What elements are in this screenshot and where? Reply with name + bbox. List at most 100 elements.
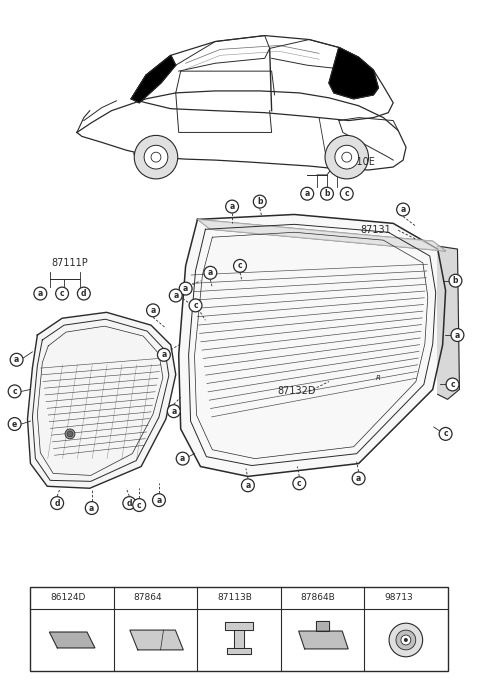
Circle shape [134, 135, 178, 179]
Circle shape [189, 299, 202, 312]
Circle shape [8, 418, 21, 430]
Text: c: c [12, 387, 17, 396]
Circle shape [179, 282, 192, 295]
Text: c: c [444, 429, 448, 439]
Text: c: c [238, 261, 242, 271]
Circle shape [451, 328, 464, 341]
Text: a: a [356, 474, 361, 483]
Text: c: c [297, 479, 301, 488]
Text: d: d [127, 498, 132, 507]
FancyBboxPatch shape [30, 587, 447, 671]
Text: a: a [156, 496, 162, 505]
Circle shape [34, 287, 47, 300]
Text: d: d [81, 289, 86, 298]
Circle shape [234, 260, 246, 272]
Circle shape [204, 267, 217, 279]
Circle shape [133, 498, 145, 511]
Polygon shape [131, 55, 176, 103]
Circle shape [65, 429, 75, 439]
Circle shape [352, 472, 365, 485]
Polygon shape [329, 48, 378, 99]
Text: 87110E: 87110E [339, 157, 376, 167]
Text: 87111P: 87111P [52, 258, 88, 268]
Text: a: a [38, 289, 43, 298]
Text: e: e [12, 420, 17, 428]
Polygon shape [27, 312, 176, 488]
Circle shape [396, 203, 409, 216]
Text: d: d [54, 498, 60, 507]
Circle shape [51, 496, 63, 509]
Circle shape [325, 135, 369, 179]
Text: a: a [229, 202, 235, 211]
Circle shape [335, 146, 359, 169]
Text: 87113B: 87113B [217, 594, 252, 602]
Text: b: b [453, 276, 458, 285]
Circle shape [439, 428, 452, 441]
Text: a: a [180, 454, 185, 463]
Polygon shape [299, 631, 348, 649]
Circle shape [169, 289, 182, 302]
Polygon shape [197, 220, 445, 251]
Text: 87132D: 87132D [277, 386, 316, 396]
Text: c: c [137, 500, 142, 509]
Polygon shape [234, 630, 244, 648]
Text: 98713: 98713 [384, 594, 413, 602]
Text: a: a [245, 481, 251, 490]
Circle shape [321, 187, 334, 200]
Circle shape [253, 195, 266, 208]
Circle shape [176, 452, 189, 465]
Text: a: a [173, 291, 179, 300]
Circle shape [340, 187, 353, 200]
Circle shape [285, 592, 298, 605]
Text: c: c [206, 594, 211, 602]
Circle shape [226, 200, 239, 213]
Text: a: a [89, 503, 95, 513]
Circle shape [157, 348, 170, 361]
Text: b: b [122, 594, 128, 602]
Circle shape [144, 146, 168, 169]
Text: 87864B: 87864B [300, 594, 335, 602]
Circle shape [449, 274, 462, 287]
Circle shape [389, 623, 423, 657]
Polygon shape [131, 35, 393, 120]
Text: a: a [171, 407, 177, 415]
Polygon shape [227, 648, 251, 654]
Circle shape [119, 592, 131, 605]
Polygon shape [225, 622, 253, 630]
Circle shape [10, 354, 23, 367]
Circle shape [8, 385, 21, 398]
Text: c: c [345, 189, 349, 198]
Text: c: c [193, 301, 198, 310]
Text: b: b [324, 189, 330, 198]
Circle shape [35, 592, 48, 605]
Text: a: a [208, 269, 213, 277]
Circle shape [293, 477, 306, 490]
Circle shape [404, 638, 408, 642]
Circle shape [168, 405, 180, 418]
Text: a: a [183, 284, 188, 293]
Text: a: a [455, 330, 460, 339]
Text: 86124D: 86124D [50, 594, 85, 602]
Text: a: a [400, 205, 406, 214]
Circle shape [446, 378, 459, 391]
Polygon shape [130, 630, 183, 650]
Text: a: a [14, 355, 19, 364]
Circle shape [77, 287, 90, 300]
Text: c: c [450, 380, 455, 389]
Text: a: a [150, 306, 156, 315]
Circle shape [123, 496, 136, 509]
Circle shape [401, 635, 411, 645]
Circle shape [146, 304, 159, 317]
Circle shape [67, 431, 73, 437]
Circle shape [396, 630, 416, 650]
Polygon shape [438, 246, 459, 399]
Text: 87131: 87131 [360, 225, 391, 235]
Text: a: a [39, 594, 44, 602]
Text: 87864: 87864 [133, 594, 162, 602]
Polygon shape [315, 622, 329, 631]
Circle shape [153, 494, 166, 507]
Circle shape [369, 592, 382, 605]
Text: R: R [376, 375, 381, 381]
Circle shape [56, 287, 69, 300]
Text: e: e [372, 594, 378, 602]
